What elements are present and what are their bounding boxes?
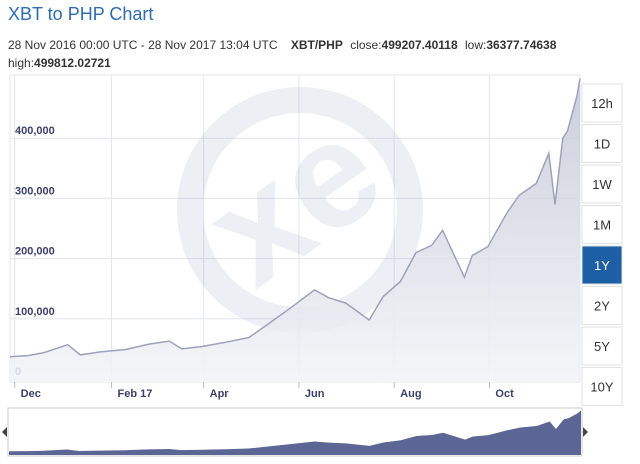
- range-button[interactable]: [581, 286, 623, 325]
- watermark: xe: [177, 84, 423, 333]
- y-tick-label: 400,000: [15, 125, 55, 137]
- x-tick-label: Feb 17: [118, 388, 153, 400]
- high: 499812.02721: [34, 56, 111, 70]
- range-button[interactable]: [581, 245, 623, 285]
- area: [10, 78, 580, 382]
- range-button[interactable]: [581, 326, 623, 366]
- range-text: 28 Nov 2016 00:00 UTC - 28 Nov 2017 13:0…: [8, 38, 278, 52]
- range-button[interactable]: [581, 164, 623, 204]
- close-label: close:: [350, 38, 381, 52]
- range-button[interactable]: [581, 205, 623, 244]
- info-line: 28 Nov 2016 00:00 UTC - 28 Nov 2017 13:0…: [8, 38, 557, 52]
- range-button[interactable]: [581, 83, 623, 123]
- range-button[interactable]: [581, 124, 623, 163]
- range-button-label[interactable]: 2Y: [594, 299, 610, 314]
- x-tick-label: Apr: [210, 388, 230, 400]
- y-tick-label: 100,000: [15, 306, 55, 318]
- range-button[interactable]: [581, 367, 623, 406]
- title: XBT to PHP Chart: [8, 4, 153, 24]
- navigator-right-arrow[interactable]: [583, 427, 588, 437]
- navigator-left-arrow[interactable]: [2, 427, 7, 437]
- low-label: low:: [465, 38, 486, 52]
- range-button-label[interactable]: 12h: [591, 96, 613, 111]
- range-button-label[interactable]: 5Y: [594, 339, 610, 354]
- navigator-area: [9, 410, 581, 455]
- y-tick-label: 200,000: [15, 246, 55, 258]
- y-tick-label: 300,000: [15, 185, 55, 197]
- info-line: high:499812.02721: [8, 56, 111, 70]
- pair: XBT/PHP: [291, 38, 343, 52]
- x-tick-label: Aug: [400, 388, 421, 400]
- low: 36377.74638: [486, 38, 556, 52]
- high-label: high:: [8, 56, 34, 70]
- range-button-label[interactable]: 10Y: [590, 380, 613, 395]
- range-button-label[interactable]: 1W: [592, 177, 612, 192]
- x-tick-label: Jun: [305, 388, 325, 400]
- x-tick-label: Dec: [21, 388, 41, 400]
- close: 499207.40118: [382, 38, 458, 52]
- range-button-label[interactable]: 1Y: [594, 258, 610, 273]
- range-button-label[interactable]: 1M: [593, 218, 611, 233]
- x-tick-label: Oct: [495, 388, 514, 400]
- line: [9, 78, 581, 358]
- range-button-label[interactable]: 1D: [594, 137, 611, 152]
